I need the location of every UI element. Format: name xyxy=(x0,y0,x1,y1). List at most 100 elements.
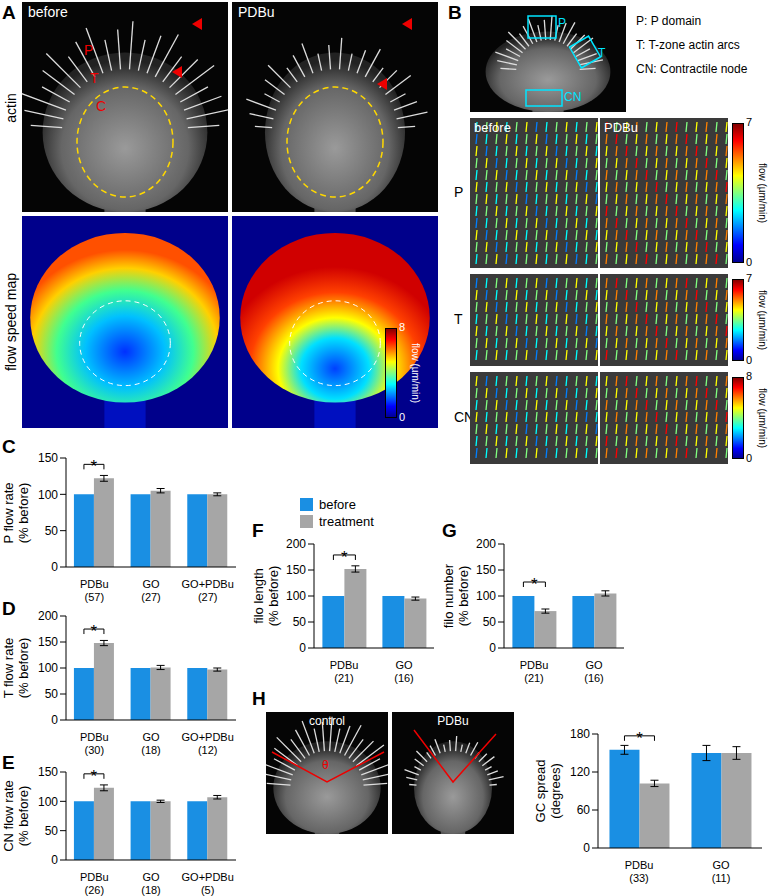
svg-text:GO: GO xyxy=(142,578,160,590)
html-text:G: G xyxy=(442,520,457,541)
html-text:flow speed map: flow speed map xyxy=(3,273,19,371)
svg-text:(27): (27) xyxy=(141,591,161,603)
svg-text:PDBu: PDBu xyxy=(625,859,654,871)
svg-text:100: 100 xyxy=(38,488,58,502)
svg-text:(18): (18) xyxy=(141,884,161,896)
svg-text:100: 100 xyxy=(38,661,58,675)
html-text:PDBu: PDBu xyxy=(238,4,275,20)
svg-text:150: 150 xyxy=(38,765,58,779)
html-text:(% before): (% before) xyxy=(16,482,31,543)
svg-text:*: * xyxy=(636,729,643,748)
svg-text:GO+PDBu: GO+PDBu xyxy=(182,731,234,743)
svg-text:50: 50 xyxy=(293,615,307,629)
svg-text:GO: GO xyxy=(585,659,603,671)
html-text:PDBu: PDBu xyxy=(604,120,638,135)
html-text:actin: actin xyxy=(3,93,19,123)
html-text:PDBu: PDBu xyxy=(437,714,469,728)
svg-text:PDBu: PDBu xyxy=(330,659,359,671)
svg-text:150: 150 xyxy=(476,563,496,577)
svg-text:120: 120 xyxy=(570,765,590,779)
svg-text:0: 0 xyxy=(51,713,58,727)
html-text:H: H xyxy=(252,688,266,709)
html-text:control: control xyxy=(309,714,345,728)
svg-text:PDBu: PDBu xyxy=(520,659,549,671)
svg-text:(16): (16) xyxy=(584,672,604,684)
html-text:E: E xyxy=(2,752,15,773)
svg-text:0: 0 xyxy=(489,641,496,655)
svg-text:(30): (30) xyxy=(85,744,105,756)
svg-text:0: 0 xyxy=(51,853,58,867)
svg-text:*: * xyxy=(91,767,98,786)
svg-text:GO: GO xyxy=(395,659,413,671)
svg-text:0: 0 xyxy=(51,560,58,574)
html-text:B: B xyxy=(448,2,462,23)
svg-text:(33): (33) xyxy=(629,872,649,884)
html-text:CN: Contractile node: CN: Contractile node xyxy=(636,62,748,76)
svg-text:100: 100 xyxy=(476,589,496,603)
html-text:flow (µm/min): flow (µm/min) xyxy=(409,342,421,404)
svg-text:200: 200 xyxy=(286,537,306,551)
html-text:(% before): (% before) xyxy=(456,565,471,627)
svg-text:(27): (27) xyxy=(198,591,218,603)
svg-text:*: * xyxy=(91,622,98,641)
html-text:(% before): (% before) xyxy=(16,785,31,847)
html-text:before: before xyxy=(319,497,356,512)
svg-text:*: * xyxy=(91,457,98,476)
html-text:P flow rate: P flow rate xyxy=(1,481,16,544)
html-text:T: T-zone actin arcs: T: T-zone actin arcs xyxy=(636,38,740,52)
html-text:flow (µm/min): flow (µm/min) xyxy=(756,162,768,224)
svg-text:GO+PDBu: GO+PDBu xyxy=(182,578,234,590)
html-text:T flow rate: T flow rate xyxy=(1,637,16,699)
svg-text:(18): (18) xyxy=(141,744,161,756)
svg-text:(26): (26) xyxy=(85,884,105,896)
svg-text:200: 200 xyxy=(476,537,496,551)
html-text:flow (µm/min): flow (µm/min) xyxy=(756,289,768,351)
html-text:P: P domain: P: P domain xyxy=(636,14,702,28)
svg-text:0: 0 xyxy=(299,641,306,655)
svg-text:(57): (57) xyxy=(85,591,105,603)
svg-text:100: 100 xyxy=(38,795,58,809)
html-text:GC spread: GC spread xyxy=(533,759,548,823)
html-text:before: before xyxy=(474,120,511,135)
html-text:before: before xyxy=(28,4,68,20)
svg-text:100: 100 xyxy=(286,589,306,603)
html-text:C: C xyxy=(2,436,16,457)
html-text:(% before): (% before) xyxy=(266,565,281,627)
svg-text:PDBu: PDBu xyxy=(80,578,109,590)
html-text:(degrees): (degrees) xyxy=(548,763,563,819)
html-text:CN: CN xyxy=(454,409,475,425)
svg-text:(16): (16) xyxy=(394,672,414,684)
svg-text:150: 150 xyxy=(38,451,58,465)
svg-text:180: 180 xyxy=(570,727,590,741)
svg-text:50: 50 xyxy=(483,615,497,629)
svg-text:(11): (11) xyxy=(712,872,731,884)
svg-text:*: * xyxy=(341,548,348,567)
svg-text:GO: GO xyxy=(142,731,160,743)
svg-text:200: 200 xyxy=(38,609,58,623)
svg-text:GO: GO xyxy=(712,859,730,871)
html-text:treatment: treatment xyxy=(319,514,374,529)
svg-text:(21): (21) xyxy=(334,672,354,684)
html-text:(% before): (% before) xyxy=(16,637,31,699)
svg-text:50: 50 xyxy=(45,687,59,701)
svg-text:150: 150 xyxy=(286,563,306,577)
svg-text:50: 50 xyxy=(45,824,59,838)
svg-text:50: 50 xyxy=(45,524,59,538)
svg-text:0: 0 xyxy=(583,841,590,855)
html-text:filo length: filo length xyxy=(251,568,266,624)
svg-text:(12): (12) xyxy=(198,744,218,756)
svg-text:(21): (21) xyxy=(524,672,544,684)
html-text:CN: CN xyxy=(564,90,582,104)
svg-text:GO: GO xyxy=(142,871,160,883)
html-text:D: D xyxy=(2,598,16,619)
svg-text:PDBu: PDBu xyxy=(80,731,109,743)
svg-text:150: 150 xyxy=(38,635,58,649)
svg-text:*: * xyxy=(531,575,538,594)
html-text:CN flow rate: CN flow rate xyxy=(1,780,16,852)
html-text:A: A xyxy=(2,2,16,23)
svg-text:GO+PDBu: GO+PDBu xyxy=(182,871,234,883)
svg-text:(5): (5) xyxy=(201,884,214,896)
html-text:filo number: filo number xyxy=(441,563,456,629)
svg-text:PDBu: PDBu xyxy=(80,871,109,883)
svg-text:60: 60 xyxy=(577,803,591,817)
